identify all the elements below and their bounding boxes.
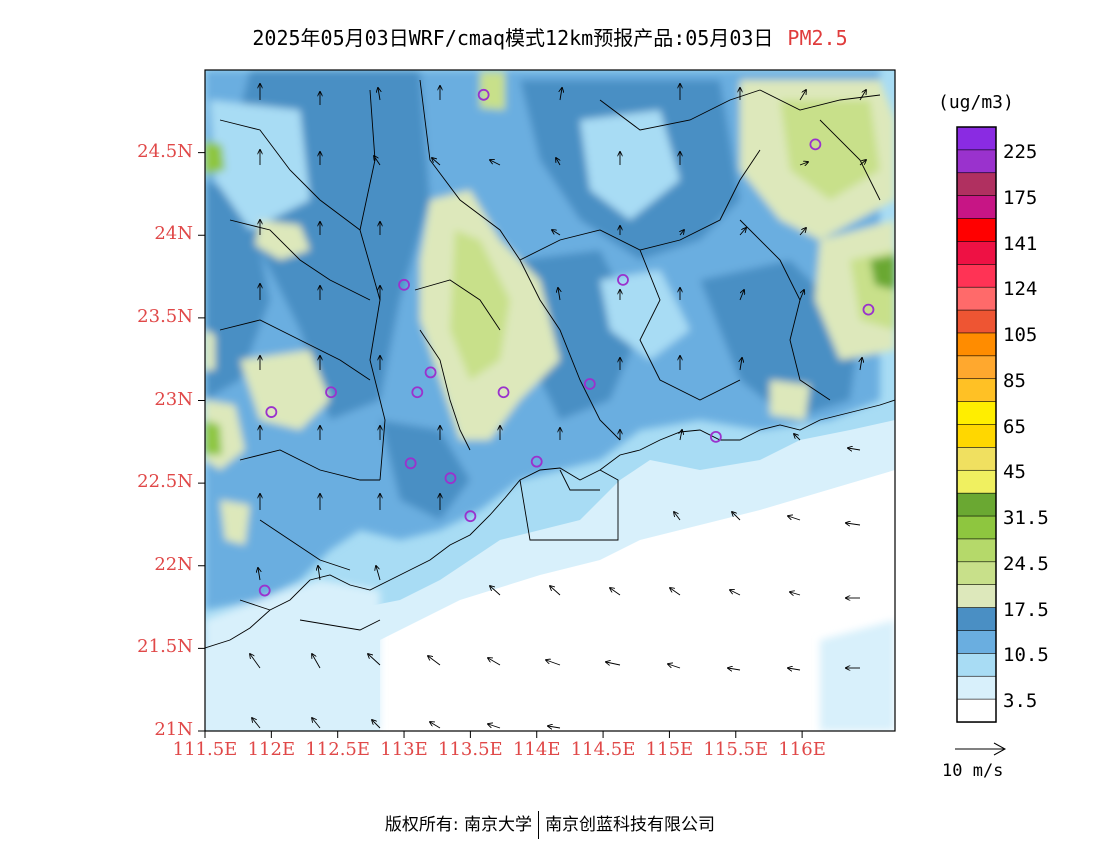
colorbar-frame	[956, 126, 997, 723]
colorbar-segment	[956, 172, 997, 197]
colorbar-segment	[956, 675, 997, 700]
wind-vectors	[250, 84, 866, 728]
colorbar-label: 141	[1003, 232, 1038, 255]
copyright-separator	[538, 811, 540, 839]
colorbar-segment	[956, 538, 997, 563]
title-species: PM2.5	[787, 26, 848, 50]
colorbar-segment	[956, 126, 997, 151]
colorbar-label: 65	[1003, 415, 1026, 438]
station-marker	[862, 303, 875, 316]
colorbar-segment	[956, 149, 997, 174]
colorbar-segment	[956, 378, 997, 403]
coastline-and-boundaries	[205, 79, 895, 649]
colorbar-segment	[956, 309, 997, 334]
colorbar-label: 31.5	[1003, 507, 1049, 530]
colorbar-segment	[956, 218, 997, 243]
colorbar	[956, 126, 997, 723]
y-tick-label: 22.5N	[137, 471, 193, 493]
y-tick-label: 23N	[154, 388, 193, 410]
station-marker	[411, 386, 424, 399]
y-tick-label: 21.5N	[137, 636, 193, 658]
station-marker	[809, 138, 822, 151]
station-marker	[530, 455, 543, 468]
colorbar-segment	[956, 630, 997, 654]
colorbar-label: 85	[1003, 369, 1026, 392]
colorbar-label: 45	[1003, 461, 1026, 484]
concentration-field	[205, 70, 895, 731]
wind-reference-label: 10 m/s	[942, 761, 1004, 781]
colorbar-label: 124	[1003, 278, 1038, 301]
y-tick-label: 24.5N	[137, 140, 193, 162]
x-tick-label: 114.5E	[570, 739, 636, 760]
colorbar-label: 225	[1003, 141, 1038, 163]
colorbar-segment	[956, 584, 997, 609]
colorbar-segment	[956, 447, 997, 471]
colorbar-segment	[956, 264, 997, 288]
wind-reference-arrow	[955, 742, 1007, 756]
colorbar-label: 10.5	[1003, 644, 1049, 667]
colorbar-label: 24.5	[1003, 552, 1049, 575]
title-main: 2025年05月03日WRF/cmaq模式12km预报产品:05月03日	[252, 26, 774, 50]
monitoring-stations	[258, 88, 875, 597]
colorbar-label: 17.5	[1003, 598, 1049, 621]
colorbar-segment	[956, 195, 997, 220]
x-tick-label: 114E	[512, 739, 561, 760]
copyright-left: 版权所有: 南京大学	[384, 815, 533, 835]
map-title: 2025年05月03日WRF/cmaq模式12km预报产品:05月03日 PM2.…	[0, 22, 1100, 51]
colorbar-label: 105	[1003, 324, 1038, 347]
colorbar-label: 175	[1003, 186, 1038, 209]
colorbar-unit: (ug/m3)	[938, 92, 1014, 113]
colorbar-segment	[956, 515, 997, 540]
station-marker	[617, 273, 629, 286]
station-marker	[497, 386, 510, 399]
colorbar-segment	[956, 355, 997, 380]
colorbar-segment	[956, 607, 997, 632]
x-tick-label: 113E	[380, 739, 428, 760]
station-marker	[424, 366, 437, 379]
y-tick-label: 22N	[154, 553, 193, 575]
station-marker	[265, 406, 278, 418]
colorbar-segment	[956, 561, 997, 586]
station-marker	[709, 430, 722, 443]
x-axis-ticks	[204, 731, 803, 738]
colorbar-segment	[956, 698, 997, 723]
x-tick-label: 112E	[247, 739, 296, 760]
colorbar-segment	[956, 241, 997, 265]
colorbar-segment	[956, 653, 997, 677]
station-marker	[477, 88, 490, 101]
x-tick-label: 111.5E	[172, 739, 238, 760]
copyright-right: 南京创蓝科技有限公司	[545, 815, 716, 835]
x-tick-label: 115.5E	[703, 739, 769, 760]
x-tick-label: 112.5E	[305, 739, 371, 760]
colorbar-segment	[956, 492, 997, 517]
colorbar-segment	[956, 332, 997, 357]
colorbar-segment	[956, 424, 997, 448]
station-marker	[464, 510, 477, 523]
colorbar-segment	[956, 286, 997, 311]
station-marker	[404, 457, 417, 470]
station-marker	[325, 386, 337, 399]
x-tick-label: 115E	[645, 739, 694, 760]
station-marker	[258, 584, 271, 597]
y-axis-ticks	[198, 152, 205, 732]
y-tick-label: 21N	[154, 719, 193, 740]
x-tick-label: 116E	[778, 739, 826, 760]
colorbar-segment	[956, 469, 997, 494]
y-tick-label: 24N	[154, 223, 193, 245]
copyright-footer: 版权所有: 南京大学 南京创蓝科技有限公司	[0, 810, 1100, 839]
station-marker	[398, 278, 410, 291]
station-marker	[583, 378, 596, 390]
colorbar-segment	[956, 401, 997, 426]
x-tick-label: 113.5E	[438, 739, 503, 760]
colorbar-label: 3.5	[1003, 690, 1038, 713]
station-marker	[444, 472, 457, 485]
y-tick-label: 23.5N	[137, 305, 193, 327]
